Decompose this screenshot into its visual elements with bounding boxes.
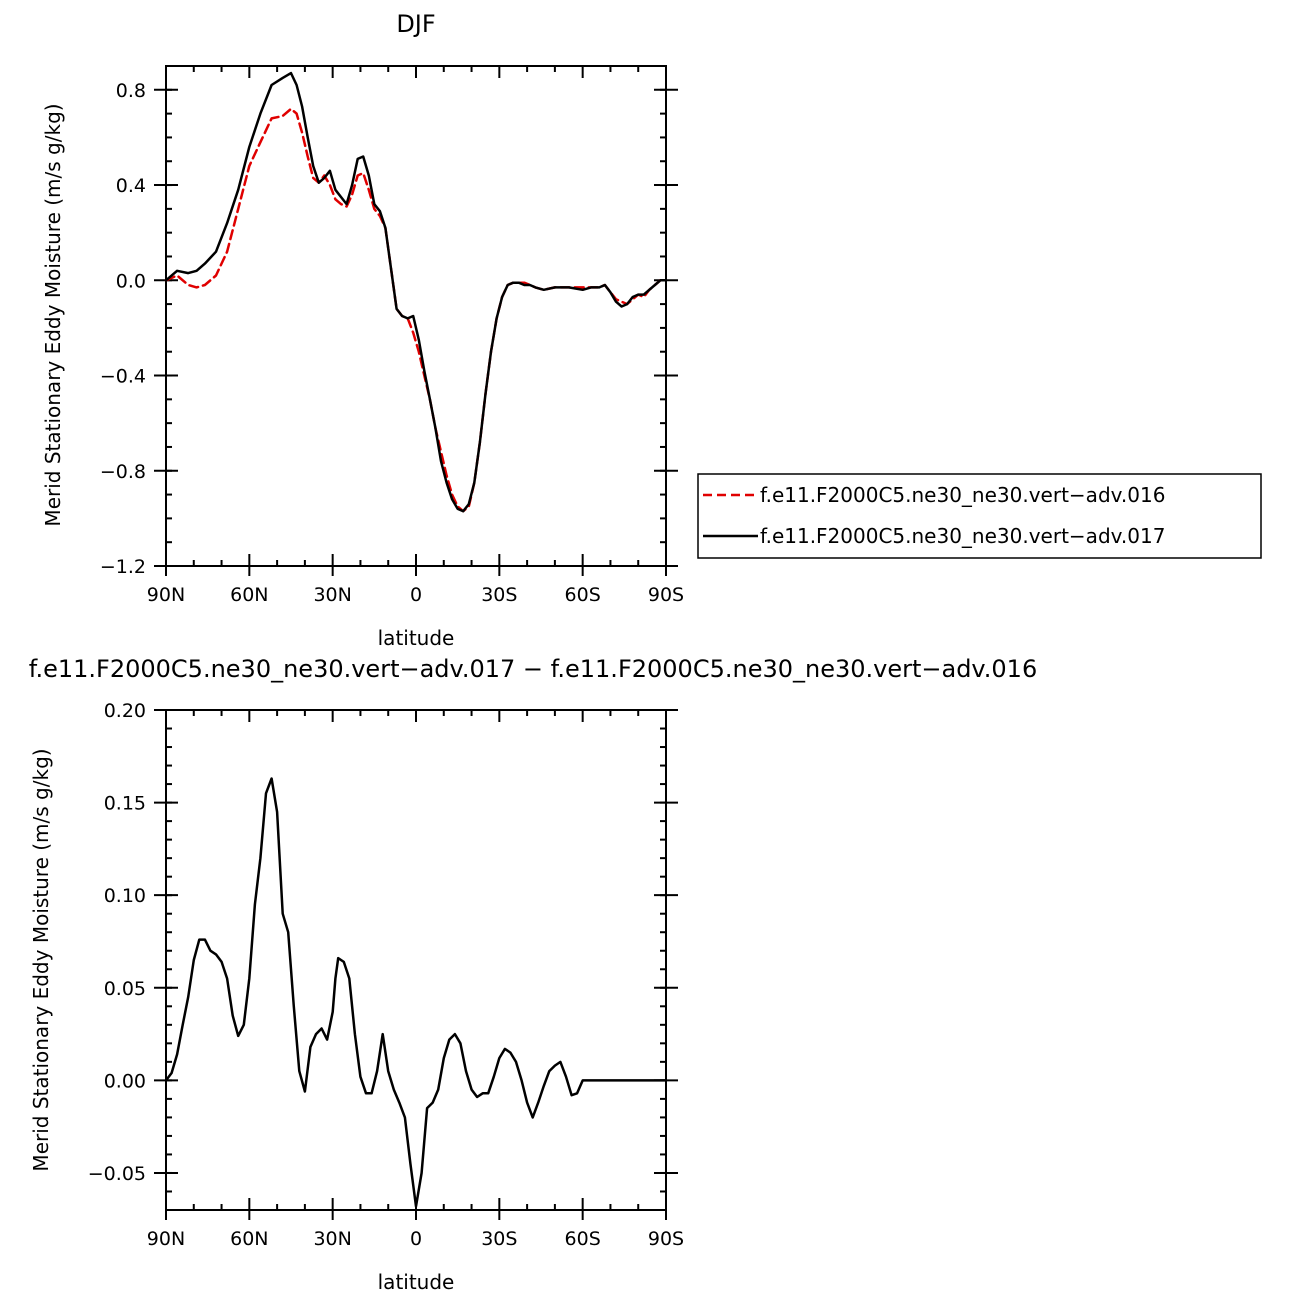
x-tick-label: 90N: [147, 584, 185, 606]
legend-label-017: f.e11.F2000C5.ne30_ne30.vert−adv.017: [760, 524, 1165, 548]
x-tick-label: 30N: [313, 1228, 351, 1250]
y-tick-label: 0.8: [116, 80, 146, 102]
legend-label-016: f.e11.F2000C5.ne30_ne30.vert−adv.016: [760, 483, 1165, 507]
y-tick-label: 0.05: [104, 978, 146, 1000]
difference-plot-area: 90N 60N 30N 0 30S 60S 90S 0.20 0.15 0.10 0.05 0.00 −…: [88, 700, 684, 1250]
djf-plot-area: 90N 60N 30N 0 30S 60S 90S 0.8 0.4 0.0 −0.4 −0.8 −1.2: [100, 65, 684, 606]
x-tick-label: 60S: [565, 584, 601, 606]
y-tick-label: 0.10: [104, 885, 146, 907]
series-line-0: [164, 777, 668, 1208]
y-tick-label: 0.0: [116, 270, 146, 292]
x-tick-label: 90N: [147, 1228, 185, 1250]
x-axis-label: latitude: [378, 626, 455, 650]
x-tick-label: 90S: [648, 584, 684, 606]
y-tick-label: 0.20: [104, 700, 146, 722]
difference-panel: f.e11.F2000C5.ne30_ne30.vert−adv.017 − f…: [29, 655, 1037, 1294]
legend: f.e11.F2000C5.ne30_ne30.vert−adv.016 f.e…: [697, 473, 1262, 559]
series-line-1: [164, 71, 668, 513]
x-axis-label: latitude: [378, 1270, 455, 1294]
series-line-0: [164, 107, 668, 513]
x-tick-label: 0: [410, 1228, 422, 1250]
y-tick-label: −0.05: [88, 1163, 146, 1185]
y-axis-label: Merid Stationary Eddy Moisture (m/s g/kg…: [41, 103, 65, 526]
panel-title: DJF: [396, 10, 435, 38]
y-axis-label: Merid Stationary Eddy Moisture (m/s g/kg…: [29, 748, 53, 1171]
x-tick-label: 30S: [481, 1228, 517, 1250]
x-tick-label: 30S: [481, 584, 517, 606]
x-tick-label: 90S: [648, 1228, 684, 1250]
x-tick-label: 0: [410, 584, 422, 606]
legend-box: [697, 473, 1262, 559]
y-tick-label: −0.8: [100, 461, 146, 483]
x-tick-label: 60S: [565, 1228, 601, 1250]
panel-title: f.e11.F2000C5.ne30_ne30.vert−adv.017 − f…: [29, 655, 1037, 683]
y-tick-label: −1.2: [100, 556, 146, 578]
y-tick-label: 0.00: [104, 1070, 146, 1092]
djf-panel: DJF 90N 60N 30N 0 30S 60S 90S 0.8 0.4 0.0 −0.4 −0.8…: [41, 10, 1262, 650]
x-tick-label: 60N: [230, 1228, 268, 1250]
x-tick-label: 30N: [313, 584, 351, 606]
y-tick-label: 0.4: [116, 175, 146, 197]
y-tick-label: 0.15: [104, 793, 146, 815]
y-tick-label: −0.4: [100, 366, 146, 388]
plot-frame: [165, 65, 667, 567]
plot-frame: [165, 709, 667, 1211]
x-tick-label: 60N: [230, 584, 268, 606]
